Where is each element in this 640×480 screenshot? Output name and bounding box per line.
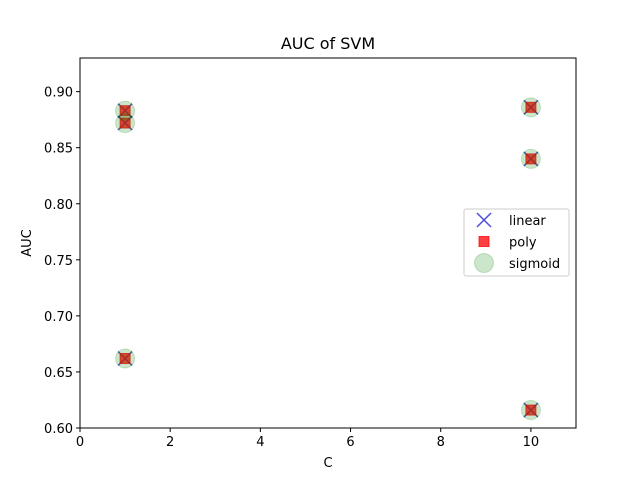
poly-point <box>119 117 131 129</box>
x-tick-label: 10 <box>523 435 540 450</box>
sigmoid-point <box>520 97 541 118</box>
legend: linear poly sigmoid <box>463 208 570 277</box>
x-tick-label: 6 <box>346 435 354 450</box>
y-tick-label: 0.65 <box>44 366 73 381</box>
x-tick-label: 4 <box>256 435 264 450</box>
y-axis: 0.60 0.65 0.70 0.75 0.80 0.85 0.90 <box>44 86 80 437</box>
poly-point <box>119 105 131 117</box>
x-axis: 0 2 4 6 8 10 <box>76 428 539 450</box>
sigmoid-point <box>520 148 541 169</box>
y-tick-label: 0.80 <box>44 198 73 213</box>
poly-point <box>525 153 537 165</box>
sigmoid-point <box>115 348 136 369</box>
sigmoid-point <box>520 400 541 421</box>
chart-title: AUC of SVM <box>281 34 375 53</box>
poly-point <box>119 352 131 364</box>
y-axis-label: AUC <box>20 229 35 257</box>
sigmoid-point <box>474 253 494 273</box>
sigmoid-point <box>115 113 136 134</box>
y-tick-label: 0.85 <box>44 142 73 157</box>
linear-point <box>476 212 492 228</box>
plot-frame <box>79 57 577 429</box>
x-tick-label: 0 <box>76 435 84 450</box>
sigmoid-point <box>115 100 136 121</box>
poly-point <box>525 101 537 113</box>
plot-area <box>115 97 541 421</box>
x-axis-label: C <box>323 456 332 471</box>
y-tick-label: 0.90 <box>44 86 73 101</box>
y-tick-label: 0.75 <box>44 254 73 269</box>
y-tick-label: 0.70 <box>44 310 73 325</box>
poly-point <box>478 236 490 247</box>
poly-point <box>525 404 537 416</box>
x-tick-label: 2 <box>166 435 174 450</box>
legend-label-poly: poly <box>509 236 537 251</box>
legend-label-linear: linear <box>509 214 546 229</box>
y-tick-label: 0.60 <box>44 422 73 437</box>
legend-label-sigmoid: sigmoid <box>509 257 560 272</box>
x-tick-label: 8 <box>437 435 445 450</box>
